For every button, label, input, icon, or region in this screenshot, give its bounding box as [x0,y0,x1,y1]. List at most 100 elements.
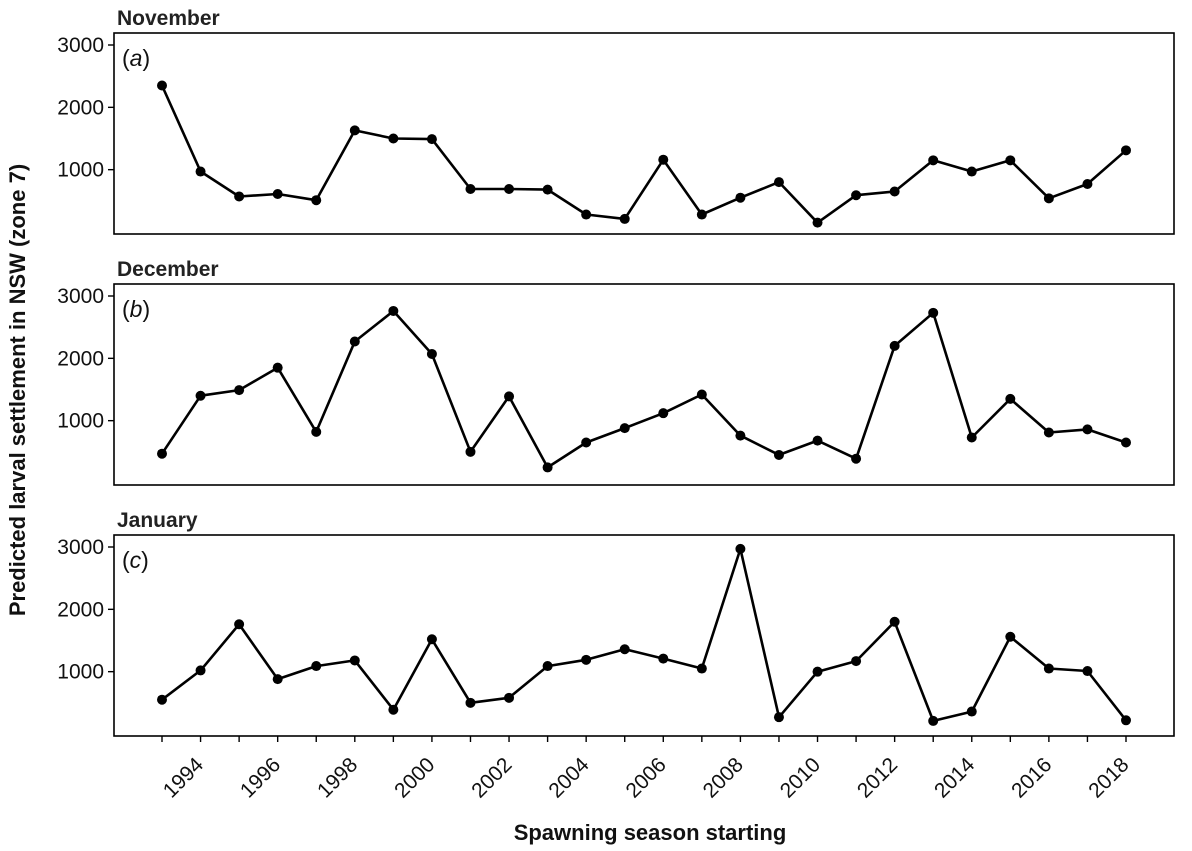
data-point [851,190,862,201]
data-point [465,446,476,457]
y-tick-label: 3000 [57,285,104,308]
data-point [928,715,939,726]
data-point [812,666,823,677]
data-point [812,435,823,446]
x-axis-title: Spawning season starting [514,820,787,845]
x-tick-label: 2010 [776,753,825,802]
data-point [1043,663,1054,674]
data-point [966,432,977,443]
data-point [234,385,245,396]
data-point [542,462,553,473]
data-point [234,191,245,202]
data-point [658,154,669,165]
data-point [619,213,630,224]
data-point [504,391,515,402]
series-line [160,84,1127,224]
data-point [1082,424,1093,435]
y-tick-label: 3000 [57,34,104,57]
data-point [581,654,592,665]
data-point [1121,437,1131,448]
panel-frame [113,283,1175,486]
x-tick-label: 2006 [622,753,671,802]
panel-tag: (a) [122,45,150,71]
data-point [272,674,283,685]
data-point [234,619,245,630]
data-point [311,661,322,672]
panel-title: January [117,509,198,532]
data-point [735,192,746,203]
data-point [388,704,399,715]
data-point [465,697,476,708]
series-line [161,547,1128,723]
data-point [928,307,939,318]
series-line [160,309,1127,469]
y-tick-label: 1000 [57,661,104,684]
panel-frame [113,534,1175,737]
panel-frame [113,32,1175,235]
data-point [696,209,707,220]
data-point [1005,631,1016,642]
data-point [773,712,784,723]
data-point [1005,393,1016,404]
data-point [272,188,283,199]
data-point [773,177,784,188]
data-point [272,362,283,373]
data-point [735,430,746,441]
panel-tag: (b) [122,296,150,322]
data-point [812,217,823,228]
data-point [311,426,322,437]
data-point [542,184,553,195]
data-point [889,340,900,351]
data-point [581,209,592,220]
data-point [349,125,360,136]
data-point [426,634,437,645]
data-point [1121,715,1131,726]
data-point [889,186,900,197]
data-point [195,166,206,177]
data-point [696,663,707,674]
panel-january: January (c) 1000 2000 3000 [57,509,1175,737]
x-tick-label: 2000 [390,753,439,802]
data-point [1082,666,1093,677]
data-point [966,166,977,177]
y-tick-label: 1000 [57,410,104,433]
data-point [619,423,630,434]
data-point [349,336,360,347]
data-point [581,437,592,448]
y-tick-label: 2000 [57,598,104,621]
data-point [928,155,939,166]
panel-title: November [117,7,220,30]
x-tick-label: 2016 [1007,753,1056,802]
panel-november: November (a) 1000 2000 3000 [57,7,1175,235]
x-tick-label: 2012 [853,753,902,802]
panels: November (a) 1000 2000 3000 December (b) 1000 20… [57,7,1175,737]
data-point [658,408,669,419]
data-point [696,389,707,400]
x-tick-label: 2008 [699,753,748,802]
panel-tag: (c) [122,547,149,573]
data-point [465,183,476,194]
data-point [157,448,167,459]
x-tick-label: 2002 [467,753,516,802]
panel-title: December [117,258,219,281]
x-tick-label: 1998 [313,753,362,802]
data-point [504,692,515,703]
data-point [889,616,900,627]
data-point [311,195,322,206]
panel-december: December (b) 1000 2000 3000 [57,258,1175,486]
x-tick-label: 2004 [544,753,594,803]
data-point [658,653,669,664]
data-point [619,644,630,655]
x-axis: 1994 1996 1998 2000 2002 2004 2006 2008 2010 2012… [159,736,1134,803]
data-point [426,348,437,359]
data-point [195,390,206,401]
x-tick-label: 1994 [159,753,209,803]
y-axis-title: Predicted larval settlement in NSW (zone… [5,164,30,616]
data-point [388,305,399,316]
data-point [966,706,977,717]
x-tick-label: 2014 [930,753,980,803]
data-point [1005,155,1016,166]
y-tick-label: 2000 [57,96,104,119]
data-point [426,134,437,145]
data-point [504,183,515,194]
